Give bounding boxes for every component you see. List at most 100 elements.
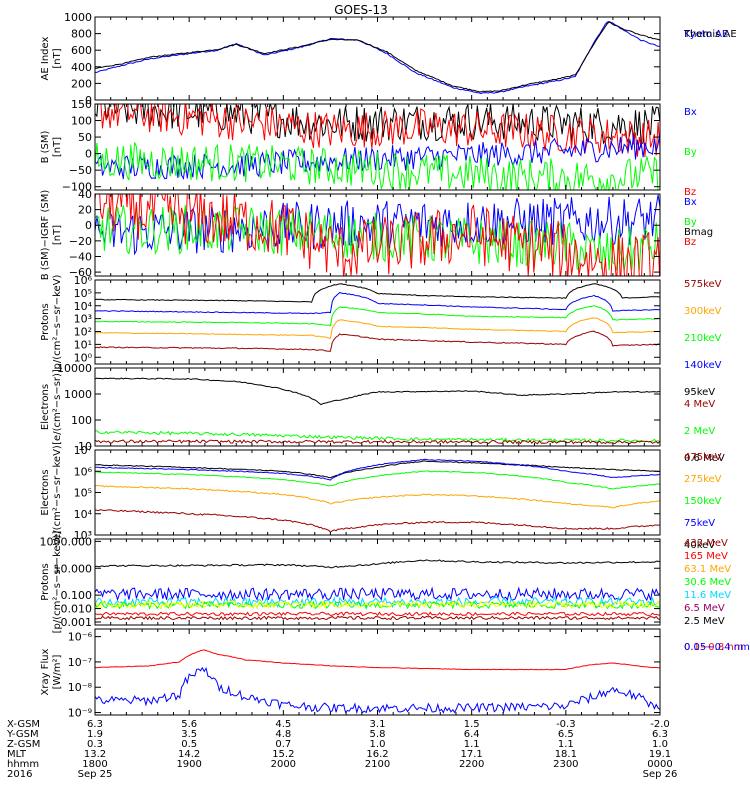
legend-30-6-mev: 30.6 MeV — [684, 577, 731, 588]
panel-6: 10³ 10⁴ 10⁵ 10⁶ 10⁷ Electrons e/(cm²−s−sr−keV)… — [40, 444, 722, 551]
panel-5: 10 100 1000 10000 Electrons [e/(cm²−s−sr)] 4 M… — [40, 362, 725, 464]
series-line-433-mev — [95, 615, 660, 621]
footer-cell: 0.5 — [181, 739, 197, 750]
panel-frame — [94, 16, 661, 101]
footer-cell: 3.1 — [370, 719, 386, 730]
y-axis-unit-label: p/(cm²−s−sr−keV) — [52, 274, 63, 369]
footer-ephemeris: X-GSMY-GSMZ-GSMMLThhmm20166.31.90.313.21… — [6, 719, 677, 780]
legend-0-6-mev: 0.6 MeV — [684, 453, 725, 464]
y-tick-label: 10⁶ — [74, 274, 93, 287]
series-line-2-mev — [95, 430, 660, 443]
series-line-95kev — [95, 283, 660, 303]
footer-cell: 19.1 — [649, 749, 671, 760]
footer-cell: 0000 — [647, 759, 672, 770]
y-tick-label: −100 — [62, 181, 92, 194]
y-tick-label: 1000 — [64, 11, 92, 24]
series-line-bz — [95, 194, 660, 276]
y-tick-label: 0 — [85, 219, 92, 232]
legend-275kev: 275keV — [684, 474, 722, 485]
panel-8: 10⁻⁹ 10⁻⁸ 10⁻⁷ 10⁻⁶ Xray Flux [W/m²] 0.1−0.8 n… — [40, 628, 750, 720]
footer-cell: 2200 — [459, 759, 484, 770]
y-tick-label: 40 — [78, 188, 92, 201]
footer-cell: 6.4 — [464, 729, 480, 740]
y-tick-label: 10⁻⁸ — [68, 681, 93, 694]
legend-300kev: 300keV — [684, 306, 722, 317]
y-axis-unit-label: [nT] — [52, 137, 63, 157]
y-axis-unit-label: [p/(cm²−s−sr−keV)] — [52, 531, 63, 634]
y-tick-label: 0.100 — [61, 589, 93, 602]
legend-433-mev: 433 MeV — [684, 538, 728, 549]
series-line-150kev — [95, 470, 660, 490]
y-axis-label: B (SM)−IGRF (SM) — [40, 190, 51, 281]
series-line-by — [95, 204, 660, 271]
panel-series — [95, 283, 660, 352]
y-tick-label: 50 — [78, 131, 92, 144]
panel-series — [95, 20, 660, 95]
y-tick-label: 10⁻⁷ — [68, 656, 92, 669]
y-tick-label: 0 — [85, 94, 92, 107]
footer-cell: 6.5 — [558, 729, 574, 740]
panel-series — [95, 104, 660, 190]
footer-row-label: Y-GSM — [6, 729, 39, 740]
y-tick-label: 400 — [71, 61, 92, 74]
y-axis-label: B (SM) — [40, 130, 51, 163]
y-axis-label: AE Index — [40, 36, 51, 80]
y-tick-label: 600 — [71, 44, 92, 57]
footer-row-label: hhmm — [7, 759, 39, 770]
chart-title: GOES-13 — [334, 3, 388, 17]
footer-cell: 18.1 — [555, 749, 577, 760]
series-line-63-1-mev — [95, 599, 660, 610]
legend-575kev: 575keV — [684, 279, 722, 290]
y-tick-label: 10¹ — [74, 338, 92, 351]
footer-cell: 14.2 — [178, 749, 200, 760]
footer-cell: -0.3 — [556, 719, 576, 730]
footer-cell: 1900 — [176, 759, 201, 770]
y-tick-label: 150 — [71, 98, 92, 111]
footer-cell: 5.6 — [181, 719, 197, 730]
series-line-210kev — [95, 305, 660, 327]
legend-by: By — [684, 217, 697, 228]
legend-2-5-mev: 2.5 MeV — [684, 616, 725, 627]
legend-11-6-mev: 11.6 MeV — [684, 590, 731, 601]
y-tick-label: 1000.000 — [40, 535, 93, 548]
y-tick-label: 10⁴ — [74, 508, 93, 521]
series-line-themis-ae — [95, 21, 660, 93]
legend-kyoto-ae: Kyoto AE — [684, 29, 728, 40]
y-axis-label: Xray Flux — [40, 648, 51, 695]
footer-cell: 1800 — [82, 759, 107, 770]
y-axis-unit-label: [nT] — [52, 225, 63, 245]
legend-bz: Bz — [684, 237, 696, 248]
y-tick-label: 1000 — [64, 388, 92, 401]
y-axis-label: Electrons — [40, 384, 51, 430]
series-line-by — [95, 142, 660, 190]
legend-2-mev: 2 MeV — [684, 426, 715, 437]
y-tick-label: 0.001 — [61, 616, 93, 629]
series-line-475kev — [95, 508, 660, 533]
footer-cell: 1.9 — [87, 729, 103, 740]
y-tick-label: 10⁶ — [74, 465, 93, 478]
footer-cell: 15.2 — [272, 749, 294, 760]
series-line-165-mev — [95, 611, 660, 617]
footer-cell: 1.0 — [370, 739, 386, 750]
footer-row-label: Z-GSM — [7, 739, 40, 750]
legend-165-mev: 165 MeV — [684, 551, 728, 562]
y-axis-unit-label: [nT] — [52, 48, 63, 68]
series-line-0-1-0-8-nm — [95, 649, 660, 671]
panel-frame — [94, 628, 661, 716]
y-tick-label: 10³ — [74, 313, 92, 326]
legend-95kev: 95keV — [684, 387, 715, 398]
footer-row-label: MLT — [7, 749, 27, 760]
footer-cell: 6.3 — [87, 719, 103, 730]
y-tick-label: −60 — [69, 266, 92, 279]
footer-cell: 16.2 — [366, 749, 388, 760]
y-axis-label: Electrons — [40, 469, 51, 515]
y-tick-label: 0.010 — [61, 603, 93, 616]
legend-210kev: 210keV — [684, 333, 722, 344]
series-line-40kev — [95, 460, 660, 479]
y-tick-label: 20 — [78, 204, 92, 217]
series-line-0-05-0-4-nm — [95, 666, 660, 715]
y-tick-label: 10³ — [74, 529, 92, 542]
y-tick-label: 100 — [71, 414, 92, 427]
